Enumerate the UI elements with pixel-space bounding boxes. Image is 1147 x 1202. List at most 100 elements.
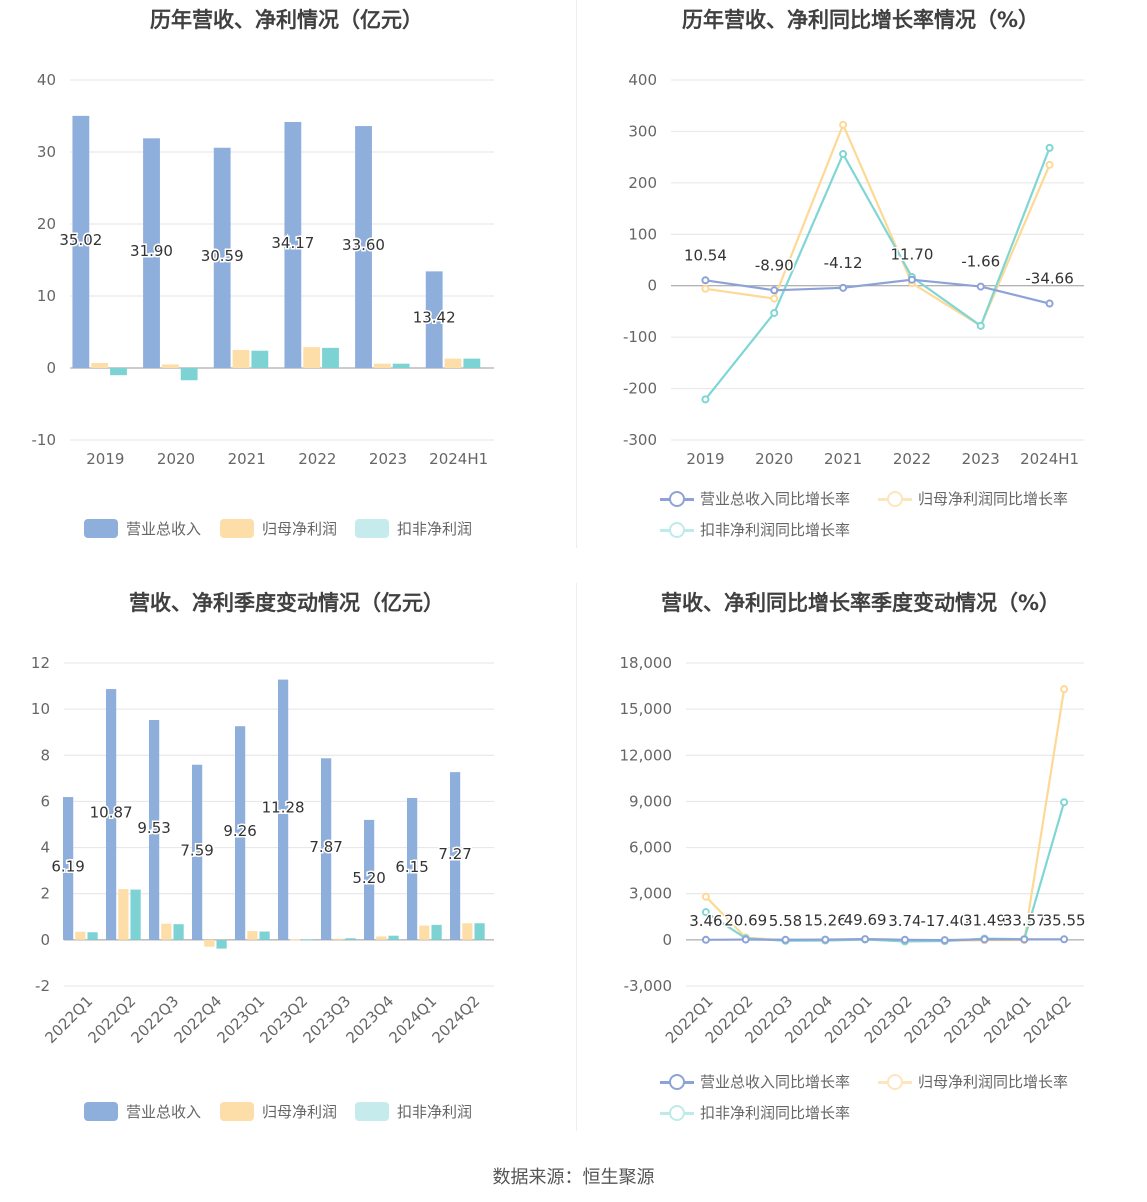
legend-deducted-growth[interactable]: 扣非净利润同比增长率 bbox=[660, 1102, 850, 1123]
data-point bbox=[907, 275, 916, 284]
data-label: 31.49 bbox=[963, 911, 1006, 929]
chart-title: 历年营收、净利情况（亿元） bbox=[150, 8, 423, 32]
data-point bbox=[976, 321, 985, 330]
data-label: 7.59 bbox=[180, 841, 213, 859]
y-tick-label: -2 bbox=[35, 977, 50, 995]
chart-title: 营收、净利季度变动情况（亿元） bbox=[129, 591, 444, 615]
bar bbox=[91, 362, 109, 368]
series-line bbox=[705, 278, 1050, 305]
legend-swatch bbox=[84, 1102, 118, 1121]
bar bbox=[213, 147, 231, 368]
data-label: -17.40 bbox=[921, 912, 969, 930]
y-tick-label: -100 bbox=[623, 328, 657, 346]
data-label: 31.90 bbox=[130, 242, 173, 260]
bar bbox=[345, 938, 356, 940]
data-label: 9.53 bbox=[137, 819, 170, 837]
data-point bbox=[741, 935, 750, 944]
bar bbox=[143, 138, 160, 368]
x-tick-label: 2019 bbox=[86, 450, 124, 468]
bar bbox=[284, 121, 302, 368]
data-point bbox=[701, 935, 710, 944]
legend-net-profit[interactable]: 归母净利润 bbox=[220, 518, 337, 539]
y-tick-label: -300 bbox=[623, 431, 657, 449]
legend-revenue[interactable]: 营业总收入 bbox=[84, 1101, 201, 1122]
bar bbox=[105, 689, 117, 940]
y-tick-label: 10 bbox=[37, 287, 56, 305]
chart-title: 营收、净利同比增长率季度变动情况（%） bbox=[660, 591, 1061, 615]
bar bbox=[444, 358, 462, 368]
legend-deducted-profit[interactable]: 扣非净利润 bbox=[355, 1101, 472, 1122]
bar bbox=[392, 363, 410, 368]
data-point bbox=[839, 120, 848, 129]
y-tick-label: 30 bbox=[37, 143, 56, 161]
x-tick-label: 2024H1 bbox=[1020, 450, 1079, 468]
x-tick-label: 2021 bbox=[228, 450, 266, 468]
legend-net-growth[interactable]: 归母净利润同比增长率 bbox=[878, 488, 1068, 509]
legend-label: 归母净利润同比增长率 bbox=[918, 1073, 1069, 1091]
legend-swatch bbox=[355, 519, 389, 538]
legend-symbol bbox=[660, 1072, 694, 1092]
bar bbox=[462, 923, 473, 940]
y-tick-label: 9,000 bbox=[629, 792, 672, 810]
data-point bbox=[770, 286, 779, 295]
bar bbox=[110, 368, 127, 376]
bar bbox=[62, 797, 74, 940]
data-label: 3.74 bbox=[888, 912, 921, 930]
data-point bbox=[839, 283, 848, 292]
legend-revenue[interactable]: 营业总收入 bbox=[84, 518, 201, 539]
y-tick-label: 200 bbox=[628, 174, 657, 192]
data-label: 13.42 bbox=[413, 309, 456, 327]
legend-net-profit[interactable]: 归母净利润 bbox=[220, 1101, 337, 1122]
bar bbox=[251, 350, 269, 368]
legend-net-growth[interactable]: 归母净利润同比增长率 bbox=[878, 1071, 1068, 1092]
y-tick-label: 20 bbox=[37, 215, 56, 233]
annual-bar-chart: -10 0 10 20 30 40 2019 2020 2021 2022 2023 2024H1 35… bbox=[32, 71, 494, 468]
bar bbox=[173, 924, 184, 940]
data-point bbox=[1060, 798, 1069, 807]
data-point bbox=[839, 150, 848, 159]
data-label: 34.17 bbox=[271, 234, 314, 252]
legend-revenue-growth[interactable]: 营业总收入同比增长率 bbox=[660, 488, 850, 509]
y-tick-label: 6 bbox=[40, 792, 50, 810]
bar bbox=[130, 889, 141, 940]
data-label: 33.57 bbox=[1003, 911, 1046, 929]
x-tick-label: 2023 bbox=[369, 450, 407, 468]
chart-title: 历年营收、净利同比增长率情况（%） bbox=[681, 8, 1040, 32]
bar bbox=[303, 347, 321, 368]
data-label: 6.19 bbox=[51, 857, 84, 875]
bar bbox=[431, 924, 442, 940]
data-point bbox=[1045, 160, 1054, 169]
quarterly-growth-panel: 营收、净利同比增长率季度变动情况（%） -3,000 0 3,000 6,000 9,0… bbox=[574, 583, 1147, 1163]
data-point bbox=[701, 908, 710, 917]
series-line bbox=[705, 937, 1065, 942]
y-tick-label: 10 bbox=[31, 700, 50, 718]
x-tick-label: 2019 bbox=[686, 450, 724, 468]
x-tick-label: 2021 bbox=[824, 450, 862, 468]
bar bbox=[373, 363, 391, 368]
y-tick-label: 0 bbox=[46, 359, 56, 377]
legend-label: 扣非净利润 bbox=[397, 520, 473, 538]
x-tick-label: 2024H1 bbox=[429, 450, 488, 468]
data-point bbox=[701, 276, 710, 285]
legend-deducted-profit[interactable]: 扣非净利润 bbox=[355, 518, 472, 539]
y-tick-label: 4 bbox=[40, 839, 50, 857]
data-label: 49.69 bbox=[844, 911, 887, 929]
bar bbox=[449, 772, 461, 940]
data-source: 数据来源：恒生聚源 bbox=[492, 1167, 655, 1188]
data-label: 7.87 bbox=[309, 838, 342, 856]
data-label: 15.26 bbox=[804, 912, 847, 930]
y-tick-label: 0 bbox=[662, 931, 672, 949]
data-point bbox=[976, 282, 985, 291]
legend-deducted-growth[interactable]: 扣非净利润同比增长率 bbox=[660, 519, 850, 540]
data-point bbox=[781, 935, 790, 944]
x-tick-label: 2023 bbox=[962, 450, 1000, 468]
bar bbox=[232, 350, 250, 368]
y-tick-label: 6,000 bbox=[629, 839, 672, 857]
legend-revenue-growth[interactable]: 营业总收入同比增长率 bbox=[660, 1071, 850, 1092]
quarterly-growth-line-chart: -3,000 0 3,000 6,000 9,000 12,000 15,000 18,000… bbox=[620, 654, 1088, 1047]
data-label: 6.15 bbox=[395, 858, 428, 876]
bar bbox=[180, 368, 198, 381]
bar bbox=[247, 931, 258, 940]
y-tick-label: 12,000 bbox=[620, 746, 673, 764]
bar bbox=[277, 679, 289, 940]
